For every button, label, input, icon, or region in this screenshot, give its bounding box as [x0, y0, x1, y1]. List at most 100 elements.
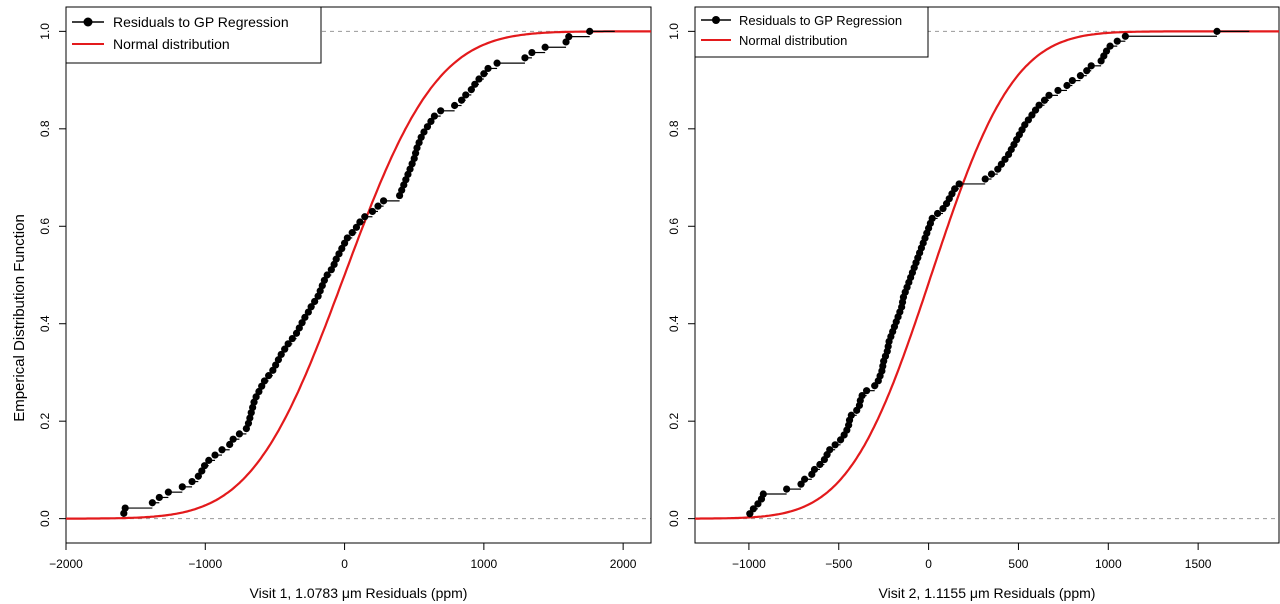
left-ecdf-point	[368, 207, 377, 216]
right-x-axis-title: Visit 2, 1.1155 μm Residuals (ppm)	[879, 585, 1096, 601]
left-plot-frame	[65, 6, 652, 544]
left-legend-point-marker	[83, 17, 93, 27]
right-ecdf-point	[801, 475, 809, 483]
right-legend-label-normal: Normal distribution	[739, 33, 847, 48]
right-ecdf-point	[1031, 106, 1040, 114]
left-legend-box	[65, 6, 322, 64]
left-ecdf-point	[541, 43, 549, 51]
right-normal-cdf-line	[695, 30, 1279, 520]
right-y-axis: 0.0 0.2 0.4 0.6 0.8 1.0	[667, 23, 695, 527]
right-ecdf-point	[1083, 67, 1091, 75]
left-ecdf-point	[528, 48, 536, 57]
left-ecdf-point	[320, 276, 328, 284]
left-ecdf-point	[311, 297, 319, 306]
right-x-tick-label: 1000	[1095, 557, 1122, 571]
right-ecdf-points	[746, 27, 1221, 518]
right-ecdf-point	[1113, 37, 1121, 45]
left-ecdf-point	[562, 38, 570, 46]
right-ecdf-point	[1063, 81, 1071, 90]
left-ecdf-point	[277, 350, 285, 359]
left-ecdf-point	[335, 250, 343, 258]
right-ecdf-point	[1121, 32, 1129, 40]
right-ecdf-point	[1024, 116, 1032, 124]
right-ecdf-point	[810, 465, 819, 474]
right-ecdf-point	[1076, 72, 1085, 80]
right-ecdf-point	[1045, 91, 1053, 99]
right-x-tick-label: 1500	[1185, 557, 1212, 571]
left-y-tick-label: 0.0	[38, 510, 52, 527]
left-ecdf-point	[427, 117, 435, 126]
left-ecdf-point	[164, 488, 172, 496]
right-y-tick-label: 0.8	[667, 120, 681, 137]
left-normal-cdf-line	[66, 30, 651, 520]
left-ecdf-point	[148, 499, 156, 507]
left-ecdf-point	[356, 218, 364, 226]
left-normal-curve	[66, 30, 651, 520]
left-ecdf-point	[292, 329, 301, 337]
left-legend-label-residuals: Residuals to GP Regression	[113, 14, 289, 30]
left-y-tick-label: 0.4	[38, 315, 52, 332]
right-ecdf-point	[1001, 155, 1009, 163]
left-ecdf-point	[462, 91, 470, 99]
left-ecdf-point	[417, 133, 425, 141]
left-y-tick-label: 1.0	[38, 23, 52, 40]
right-ecdf-point	[831, 441, 839, 449]
left-ecdf-point	[467, 86, 475, 94]
right-x-tick-label: 500	[1008, 557, 1028, 571]
left-x-tick-label: 1000	[471, 557, 498, 571]
right-panel: −1000 −500 0 500 1000 1500 0.0 0.2 0.4 0.6 0.8 1.0…	[667, 6, 1280, 601]
right-ecdf-point	[783, 485, 791, 493]
right-ecdf-point	[858, 391, 866, 400]
left-ecdf-point	[338, 244, 346, 253]
right-ecdf-point	[1087, 62, 1095, 70]
right-ecdf-point	[1106, 42, 1114, 50]
left-ecdf-point	[521, 54, 529, 62]
left-ecdf-point	[323, 271, 331, 279]
right-ecdf-point	[1213, 27, 1221, 35]
right-ecdf-point	[746, 510, 754, 518]
right-y-tick-label: 0.0	[667, 510, 681, 527]
right-plot-frame	[694, 6, 1280, 544]
left-ecdf-steps	[123, 30, 615, 514]
left-ecdf-point	[343, 234, 351, 242]
right-ecdf-point	[997, 160, 1005, 168]
left-ecdf-point	[252, 393, 260, 401]
left-ecdf-point	[226, 440, 234, 449]
right-legend-label-residuals: Residuals to GP Regression	[739, 13, 902, 28]
left-ecdf-point	[586, 27, 594, 35]
left-ecdf-point	[274, 356, 283, 364]
left-ecdf-point	[361, 213, 369, 221]
left-ecdf-point	[307, 303, 315, 311]
left-y-axis: 0.0 0.2 0.4 0.6 0.8 1.0	[38, 23, 66, 527]
right-ecdf-point	[816, 460, 824, 469]
right-ecdf-point	[987, 170, 996, 178]
left-y-tick-label: 0.6	[38, 218, 52, 235]
right-x-tick-label: 0	[925, 557, 932, 571]
left-ecdf-point	[484, 64, 492, 73]
right-ecdf-point	[1102, 47, 1111, 55]
left-ecdf-point	[255, 387, 263, 396]
left-ecdf-point	[229, 435, 237, 443]
right-ecdf-point	[1040, 96, 1049, 104]
left-ecdf-point	[327, 266, 335, 274]
left-ecdf-points	[120, 27, 594, 517]
left-ecdf-point	[121, 504, 129, 512]
right-ecdf-point	[994, 165, 1002, 173]
right-ecdf-point	[928, 214, 936, 222]
left-ecdf-point	[235, 430, 244, 438]
left-x-axis-title: Visit 1, 1.0783 μm Residuals (ppm)	[250, 585, 468, 601]
left-y-tick-label: 0.2	[38, 413, 52, 430]
left-ecdf-point	[281, 345, 289, 353]
left-ecdf-point	[340, 239, 349, 247]
left-ecdf-point	[471, 80, 479, 88]
left-ecdf-point	[420, 128, 428, 136]
left-ecdf-point	[200, 462, 209, 470]
right-legend-point-marker	[712, 16, 720, 24]
right-legend: Residuals to GP Regression Normal distri…	[694, 6, 929, 58]
left-ecdf-point	[198, 467, 206, 475]
left-ecdf-point	[178, 483, 186, 491]
right-ecdf-point	[951, 185, 959, 193]
right-y-tick-label: 1.0	[667, 23, 681, 40]
left-ecdf-point	[480, 70, 488, 78]
right-x-tick-label: −1000	[732, 557, 766, 571]
